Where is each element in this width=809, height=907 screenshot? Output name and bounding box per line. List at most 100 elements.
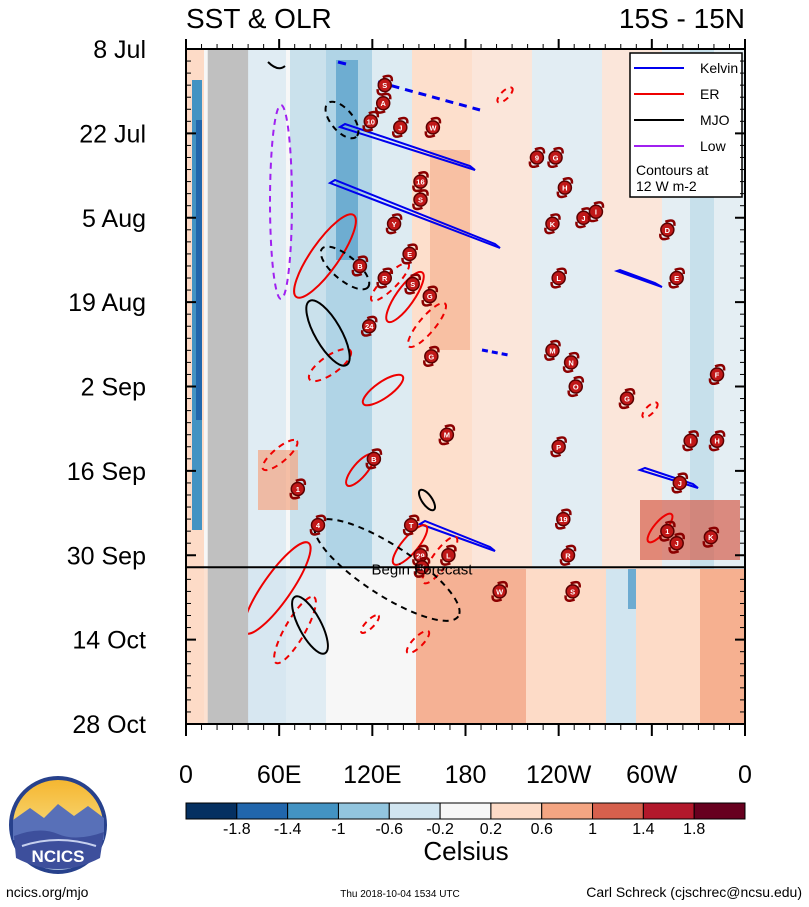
- generated-timestamp: Thu 2018-10-04 1534 UTC: [340, 889, 460, 900]
- storm-label: S: [410, 280, 415, 289]
- storm-label: S: [570, 587, 575, 596]
- storm-marker: O: [567, 375, 585, 398]
- storm-label: L: [446, 551, 451, 560]
- colorbar-swatch: [642, 802, 695, 820]
- storm-label: F: [715, 370, 720, 379]
- storm-label: E: [407, 250, 412, 259]
- storm-label: G: [624, 395, 630, 404]
- legend-note-line2: 12 W m-2: [636, 178, 697, 194]
- legend-label: Kelvin: [700, 60, 738, 76]
- sst-anomaly-field: [186, 49, 745, 724]
- storm-label: 4: [316, 521, 321, 530]
- colorbar-tick-label: 1.4: [632, 821, 654, 838]
- colorbar-swatch: [388, 802, 441, 820]
- storm-marker: H: [708, 430, 726, 452]
- storm-marker: G: [423, 345, 440, 367]
- storm-marker: P: [550, 436, 567, 458]
- storm-marker: H: [556, 177, 574, 199]
- storm-marker: R: [376, 267, 394, 289]
- storm-marker: N: [562, 351, 580, 373]
- storm-marker: M: [544, 339, 561, 361]
- storm-marker: E: [401, 243, 418, 265]
- logo-text: NCICS: [32, 847, 85, 866]
- x-tick-label: 180: [445, 761, 487, 789]
- storm-marker: J: [575, 207, 592, 229]
- storm-marker: W: [424, 116, 442, 138]
- colorbar-tick-label: -0.6: [375, 821, 403, 838]
- storm-label: T: [409, 521, 414, 530]
- er-contours: [242, 86, 674, 665]
- storm-label: 1: [665, 527, 669, 536]
- storm-marker: 1: [289, 478, 307, 500]
- colorbar-swatch: [287, 802, 339, 820]
- storm-marker: J: [668, 532, 686, 554]
- storm-marker: J: [671, 472, 689, 494]
- y-tick-label: 16 Sep: [67, 458, 146, 486]
- storm-marker: Y: [385, 213, 403, 235]
- storm-label: L: [556, 274, 561, 283]
- y-tick-label: 28 Oct: [72, 711, 146, 739]
- colorbar-tick-label: 0.6: [531, 821, 553, 838]
- storm-label: J: [675, 539, 679, 548]
- colorbar-swatch: [439, 802, 492, 820]
- storm-marker: L: [550, 267, 567, 289]
- storm-marker: 10: [362, 110, 380, 132]
- storm-marker: R: [559, 544, 577, 566]
- storm-marker: K: [544, 213, 561, 235]
- colorbar: -1.8 -1.4 -1 -0.6 -0.2 0.2 0.6 1 1.4 1.8: [185, 802, 746, 838]
- kelvin-contours: [327, 60, 699, 552]
- region-label: 15S - 15N: [619, 3, 745, 34]
- storm-marker: 19: [554, 508, 572, 530]
- storm-label: 29: [416, 551, 424, 560]
- website-link[interactable]: ncics.org/mjo: [6, 884, 89, 900]
- ncics-logo: NCICS: [9, 776, 107, 874]
- land-mask-forecast: [207, 567, 249, 724]
- storm-marker: K: [702, 526, 720, 548]
- legend-label: MJO: [700, 112, 730, 128]
- storm-label: Y: [392, 220, 397, 229]
- colorbar-label: Celsius: [423, 836, 508, 866]
- storm-marker: E: [668, 267, 686, 289]
- storm-label: D: [665, 226, 671, 235]
- storm-label: W: [429, 123, 437, 132]
- colorbar-tick-label: -1.4: [274, 821, 302, 838]
- storm-marker: L: [440, 544, 457, 566]
- mjo-contours: [267, 61, 461, 655]
- storm-label: A: [380, 99, 386, 108]
- storm-label: 19: [559, 515, 567, 524]
- storm-label: N: [568, 358, 573, 367]
- chart-title: SST & OLR: [186, 3, 332, 34]
- storm-marker: I: [587, 201, 605, 223]
- storm-marker: G: [421, 285, 439, 307]
- storm-label: H: [562, 184, 567, 193]
- y-axis: 8 Jul 22 Jul 5 Aug 19 Aug 2 Sep 16 Sep 30 Sep 1…: [67, 36, 745, 739]
- storm-label: R: [382, 274, 388, 283]
- storm-label: B: [371, 455, 377, 464]
- colorbar-swatch: [337, 802, 390, 820]
- storm-marker: G: [618, 387, 636, 410]
- colorbar-swatch: [592, 802, 644, 820]
- legend-label: ER: [700, 86, 719, 102]
- storm-marker: 4: [309, 514, 327, 536]
- x-tick-label: 0: [179, 761, 193, 789]
- colorbar-tick-label: -1: [331, 821, 345, 838]
- storm-marker: F: [708, 363, 726, 386]
- colorbar-swatch: [541, 802, 594, 820]
- storm-marker: D: [659, 219, 676, 241]
- storm-marker: 1: [659, 520, 676, 542]
- legend: Kelvin ER MJO Low Contours at 12 W m-2: [629, 52, 743, 198]
- y-tick-label: 30 Sep: [67, 542, 146, 570]
- storm-label: I: [690, 437, 692, 446]
- legend-note-line1: Contours at: [636, 162, 708, 178]
- storm-label: J: [581, 214, 585, 223]
- storm-marker: B: [351, 255, 369, 277]
- storm-marker: J: [391, 116, 409, 138]
- storm-marker: S: [404, 273, 422, 295]
- storm-label: B: [357, 262, 363, 271]
- y-tick-label: 19 Aug: [68, 289, 146, 317]
- colorbar-tick-label: -1.8: [223, 821, 251, 838]
- storm-marker: I: [682, 430, 699, 452]
- colorbar-tick-label: -0.2: [426, 821, 454, 838]
- y-tick-label: 14 Oct: [72, 627, 146, 655]
